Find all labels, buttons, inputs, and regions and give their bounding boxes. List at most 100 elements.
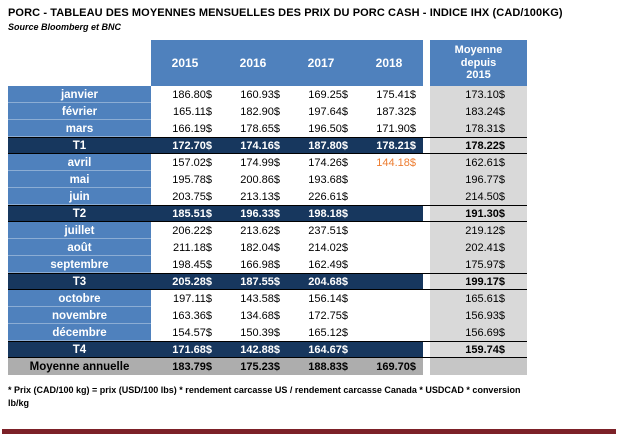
row-label-juin: juin <box>8 188 151 205</box>
cell-octobre-2015: 197.11$ <box>151 290 219 307</box>
cell-t4-moyenne: 159.74$ <box>430 341 527 358</box>
cell-octobre-moyenne: 165.61$ <box>430 290 527 307</box>
cell-octobre-2017: 156.14$ <box>287 290 355 307</box>
row-label-mars: mars <box>8 120 151 137</box>
cell-t2-2017: 198.18$ <box>287 205 355 222</box>
cell-avril-2016: 174.99$ <box>219 154 287 171</box>
row-label-t3: T3 <box>8 273 151 290</box>
cell-t4-2017: 164.67$ <box>287 341 355 358</box>
row-label-janvier: janvier <box>8 86 151 103</box>
cell-juin-2017: 226.61$ <box>287 188 355 205</box>
cell-septembre-2016: 166.98$ <box>219 256 287 273</box>
cell-t2-2018 <box>355 205 423 222</box>
cell-janvier-2016: 160.93$ <box>219 86 287 103</box>
cell-novembre-2017: 172.75$ <box>287 307 355 324</box>
cell-novembre-2015: 163.36$ <box>151 307 219 324</box>
cell-t2-2015: 185.51$ <box>151 205 219 222</box>
cell-t3-2015: 205.28$ <box>151 273 219 290</box>
source-note: Source Bloomberg et BNC <box>8 22 122 32</box>
cell-juillet-2018 <box>355 222 423 239</box>
cell-aout-2015: 211.18$ <box>151 239 219 256</box>
row-label-octobre: octobre <box>8 290 151 307</box>
cell-septembre-moyenne: 175.97$ <box>430 256 527 273</box>
cell-t2-moyenne: 191.30$ <box>430 205 527 222</box>
cell-septembre-2018 <box>355 256 423 273</box>
cell-moyenne-annuelle-2018: 169.70$ <box>355 358 423 375</box>
cell-novembre-2018 <box>355 307 423 324</box>
cell-avril-2018: 144.18$ <box>355 154 423 171</box>
row-label-fevrier: février <box>8 103 151 120</box>
cell-t1-2015: 172.70$ <box>151 137 219 154</box>
cell-juin-moyenne: 214.50$ <box>430 188 527 205</box>
column-gap-spacer <box>423 120 430 137</box>
cell-juillet-moyenne: 219.12$ <box>430 222 527 239</box>
column-gap-spacer <box>423 137 430 154</box>
table-corner-spacer <box>8 40 151 86</box>
cell-aout-2018 <box>355 239 423 256</box>
column-header-2017: 2017 <box>287 40 355 86</box>
cell-aout-2016: 182.04$ <box>219 239 287 256</box>
column-header-moyenne-depuis-2015: Moyenne depuis 2015 <box>430 40 527 86</box>
column-gap-spacer <box>423 86 430 103</box>
cell-janvier-2018: 175.41$ <box>355 86 423 103</box>
bottom-divider-bar <box>2 429 616 434</box>
column-gap-spacer <box>423 171 430 188</box>
cell-novembre-moyenne: 156.93$ <box>430 307 527 324</box>
cell-janvier-moyenne: 173.10$ <box>430 86 527 103</box>
cell-janvier-2015: 186.80$ <box>151 86 219 103</box>
cell-decembre-2017: 165.12$ <box>287 324 355 341</box>
cell-t1-2018: 178.21$ <box>355 137 423 154</box>
cell-aout-2017: 214.02$ <box>287 239 355 256</box>
cell-juin-2018 <box>355 188 423 205</box>
row-label-t2: T2 <box>8 205 151 222</box>
row-label-avril: avril <box>8 154 151 171</box>
column-gap-spacer <box>423 40 430 86</box>
cell-mars-2016: 178.65$ <box>219 120 287 137</box>
column-gap-spacer <box>423 188 430 205</box>
cell-moyenne-annuelle-2016: 175.23$ <box>219 358 287 375</box>
cell-t3-2016: 187.55$ <box>219 273 287 290</box>
column-gap-spacer <box>423 222 430 239</box>
cell-novembre-2016: 134.68$ <box>219 307 287 324</box>
cell-juillet-2015: 206.22$ <box>151 222 219 239</box>
footnote: * Prix (CAD/100 kg) = prix (USD/100 lbs)… <box>8 385 521 409</box>
row-label-t1: T1 <box>8 137 151 154</box>
cell-decembre-moyenne: 156.69$ <box>430 324 527 341</box>
cell-fevrier-2015: 165.11$ <box>151 103 219 120</box>
cell-aout-moyenne: 202.41$ <box>430 239 527 256</box>
cell-moyenne-annuelle-2017: 188.83$ <box>287 358 355 375</box>
cell-mai-2017: 193.68$ <box>287 171 355 188</box>
cell-mai-2015: 195.78$ <box>151 171 219 188</box>
column-gap-spacer <box>423 103 430 120</box>
row-label-moyenne-annuelle: Moyenne annuelle <box>8 358 151 375</box>
row-label-septembre: septembre <box>8 256 151 273</box>
cell-t1-2016: 174.16$ <box>219 137 287 154</box>
cell-septembre-2017: 162.49$ <box>287 256 355 273</box>
cell-mai-2018 <box>355 171 423 188</box>
column-gap-spacer <box>423 358 430 375</box>
cell-t1-2017: 187.80$ <box>287 137 355 154</box>
cell-octobre-2016: 143.58$ <box>219 290 287 307</box>
cell-decembre-2018 <box>355 324 423 341</box>
cell-fevrier-2018: 187.32$ <box>355 103 423 120</box>
column-gap-spacer <box>423 324 430 341</box>
cell-janvier-2017: 169.25$ <box>287 86 355 103</box>
cell-moyenne-annuelle-2015: 183.79$ <box>151 358 219 375</box>
row-label-novembre: novembre <box>8 307 151 324</box>
cell-t3-2018 <box>355 273 423 290</box>
cell-juillet-2016: 213.62$ <box>219 222 287 239</box>
cell-t1-moyenne: 178.22$ <box>430 137 527 154</box>
cell-t4-2015: 171.68$ <box>151 341 219 358</box>
cell-t2-2016: 196.33$ <box>219 205 287 222</box>
page-title: PORC - TABLEAU DES MOYENNES MENSUELLES D… <box>8 7 563 19</box>
cell-octobre-2018 <box>355 290 423 307</box>
cell-juin-2015: 203.75$ <box>151 188 219 205</box>
cell-t3-2017: 204.68$ <box>287 273 355 290</box>
row-label-juillet: juillet <box>8 222 151 239</box>
column-gap-spacer <box>423 205 430 222</box>
cell-mars-2018: 171.90$ <box>355 120 423 137</box>
cell-t4-2016: 142.88$ <box>219 341 287 358</box>
cell-t4-2018 <box>355 341 423 358</box>
column-gap-spacer <box>423 154 430 171</box>
cell-moyenne-annuelle-moyenne <box>430 358 527 375</box>
